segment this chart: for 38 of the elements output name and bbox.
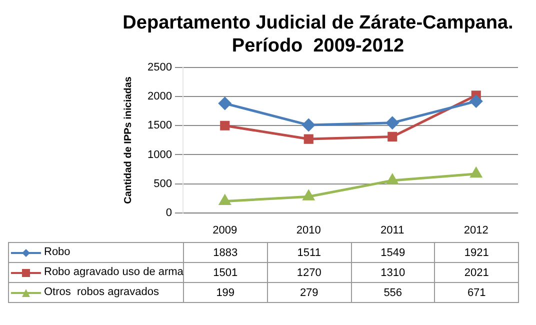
data-label: 1310 — [351, 262, 435, 282]
point — [386, 174, 398, 184]
legend-label: Robo agravado uso de arma — [44, 266, 184, 278]
point — [302, 118, 315, 132]
point — [220, 120, 230, 130]
data-label: 1270 — [267, 262, 351, 282]
y-tick-label: 2000 — [148, 90, 172, 103]
point — [388, 132, 398, 142]
point — [219, 194, 230, 205]
x-tick-label: 2009 — [212, 224, 238, 236]
data-label: 2021 — [434, 262, 518, 282]
x-tick-label: 2012 — [464, 224, 488, 236]
data-label: 1549 — [351, 242, 435, 262]
data-label: 1921 — [434, 242, 518, 262]
point — [303, 190, 314, 200]
y-tick-label: 2500 — [148, 62, 172, 74]
x-tick-label: 2010 — [296, 224, 321, 236]
legend-label: Robo — [44, 246, 70, 258]
y-tick-label: 0 — [166, 206, 172, 219]
point — [470, 168, 482, 178]
point — [218, 97, 232, 110]
data-label: 1883 — [184, 242, 268, 262]
data-label: 1501 — [184, 262, 268, 282]
data-label: 556 — [351, 282, 435, 302]
y-tick-label: 1000 — [148, 148, 172, 161]
y-tick-label: 1500 — [148, 120, 172, 132]
x-tick-label: 2011 — [380, 224, 404, 236]
data-label: 1511 — [267, 242, 351, 262]
y-axis-title: Cantidad de IPPs iniciadas — [122, 76, 134, 204]
point — [470, 94, 482, 108]
point — [386, 116, 399, 130]
data-label: 279 — [267, 282, 351, 302]
data-label: 199 — [184, 282, 268, 302]
y-tick-label: 500 — [154, 178, 172, 190]
point — [304, 134, 314, 144]
data-label: 671 — [434, 282, 518, 302]
legend-label: Otros robos agravados — [44, 286, 159, 298]
chart-title: Departamento Judicial de Zárate-Campana. Período 2009-2012 — [122, 12, 514, 56]
